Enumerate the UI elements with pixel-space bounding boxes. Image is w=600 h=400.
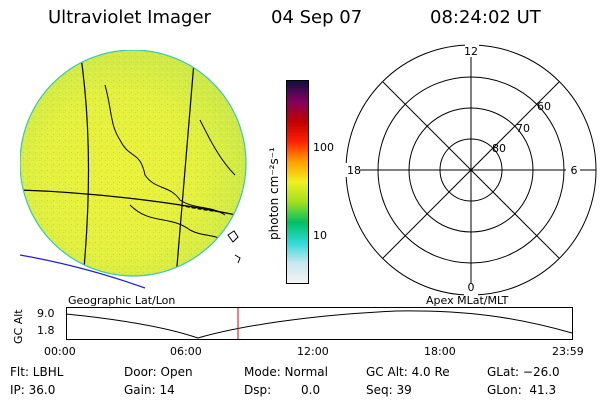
geo-map-label: Geographic Lat/Lon xyxy=(68,294,176,307)
seq-info: Seq: 39 xyxy=(366,383,412,397)
polar-plot-label: Apex MLat/MLT xyxy=(426,294,509,307)
altitude-plot xyxy=(66,307,573,340)
time-tick-1200: 12:00 xyxy=(297,345,329,358)
date-label: 04 Sep 07 xyxy=(271,7,363,28)
time-tick-1800: 18:00 xyxy=(424,345,456,358)
gc-alt-info: GC Alt: 4.0 Re xyxy=(366,365,450,379)
mode-info: Mode: Normal xyxy=(244,365,328,379)
altitude-curve xyxy=(66,310,573,339)
coastline xyxy=(104,84,226,216)
time-tick-0600: 06:00 xyxy=(170,345,202,358)
colorbar-tick-10: 10 xyxy=(313,229,327,242)
mlat-label-80: 80 xyxy=(492,142,506,155)
ip-info: IP: 36.0 xyxy=(10,383,56,397)
altitude-tick-high: 9.0 xyxy=(37,307,55,320)
flt-info: Flt: LBHL xyxy=(10,365,64,379)
time-label: 08:24:02 UT xyxy=(430,7,541,28)
colorbar-unit-label: photon cm⁻²s⁻¹ xyxy=(267,147,281,240)
door-info: Door: Open xyxy=(124,365,193,379)
glon-info: GLon: 41.3 xyxy=(487,383,557,397)
longitude-line xyxy=(174,50,196,276)
equator-line xyxy=(20,254,146,289)
latitude-line xyxy=(20,189,246,219)
mlt-label-top: 12 xyxy=(464,45,478,58)
longitude-line xyxy=(79,50,90,276)
dsp-info-label: Dsp: xyxy=(244,383,272,397)
mlt-label-bottom: 0 xyxy=(468,281,475,294)
time-tick-2359: 23:59 xyxy=(552,345,584,358)
instrument-title: Ultraviolet Imager xyxy=(48,7,211,28)
mlt-label-left: 18 xyxy=(347,164,361,177)
colorbar xyxy=(286,80,309,284)
colorbar-tick-100: 100 xyxy=(313,141,334,154)
mlt-label-right: 6 xyxy=(571,164,578,177)
polar-plot: 12 0 18 6 60 70 80 xyxy=(342,44,597,296)
altitude-tick-low: 1.8 xyxy=(37,324,55,337)
dsp-info-value: 0.0 xyxy=(301,383,321,397)
gain-info: Gain: 14 xyxy=(124,383,175,397)
mlat-label-60: 60 xyxy=(537,100,551,113)
uv-image-disc xyxy=(20,50,247,289)
glat-info: GLat: −26.0 xyxy=(487,365,560,379)
mlat-label-70: 70 xyxy=(516,122,530,135)
time-tick-0000: 00:00 xyxy=(44,345,76,358)
altitude-axis-label: GC Alt xyxy=(12,309,25,344)
